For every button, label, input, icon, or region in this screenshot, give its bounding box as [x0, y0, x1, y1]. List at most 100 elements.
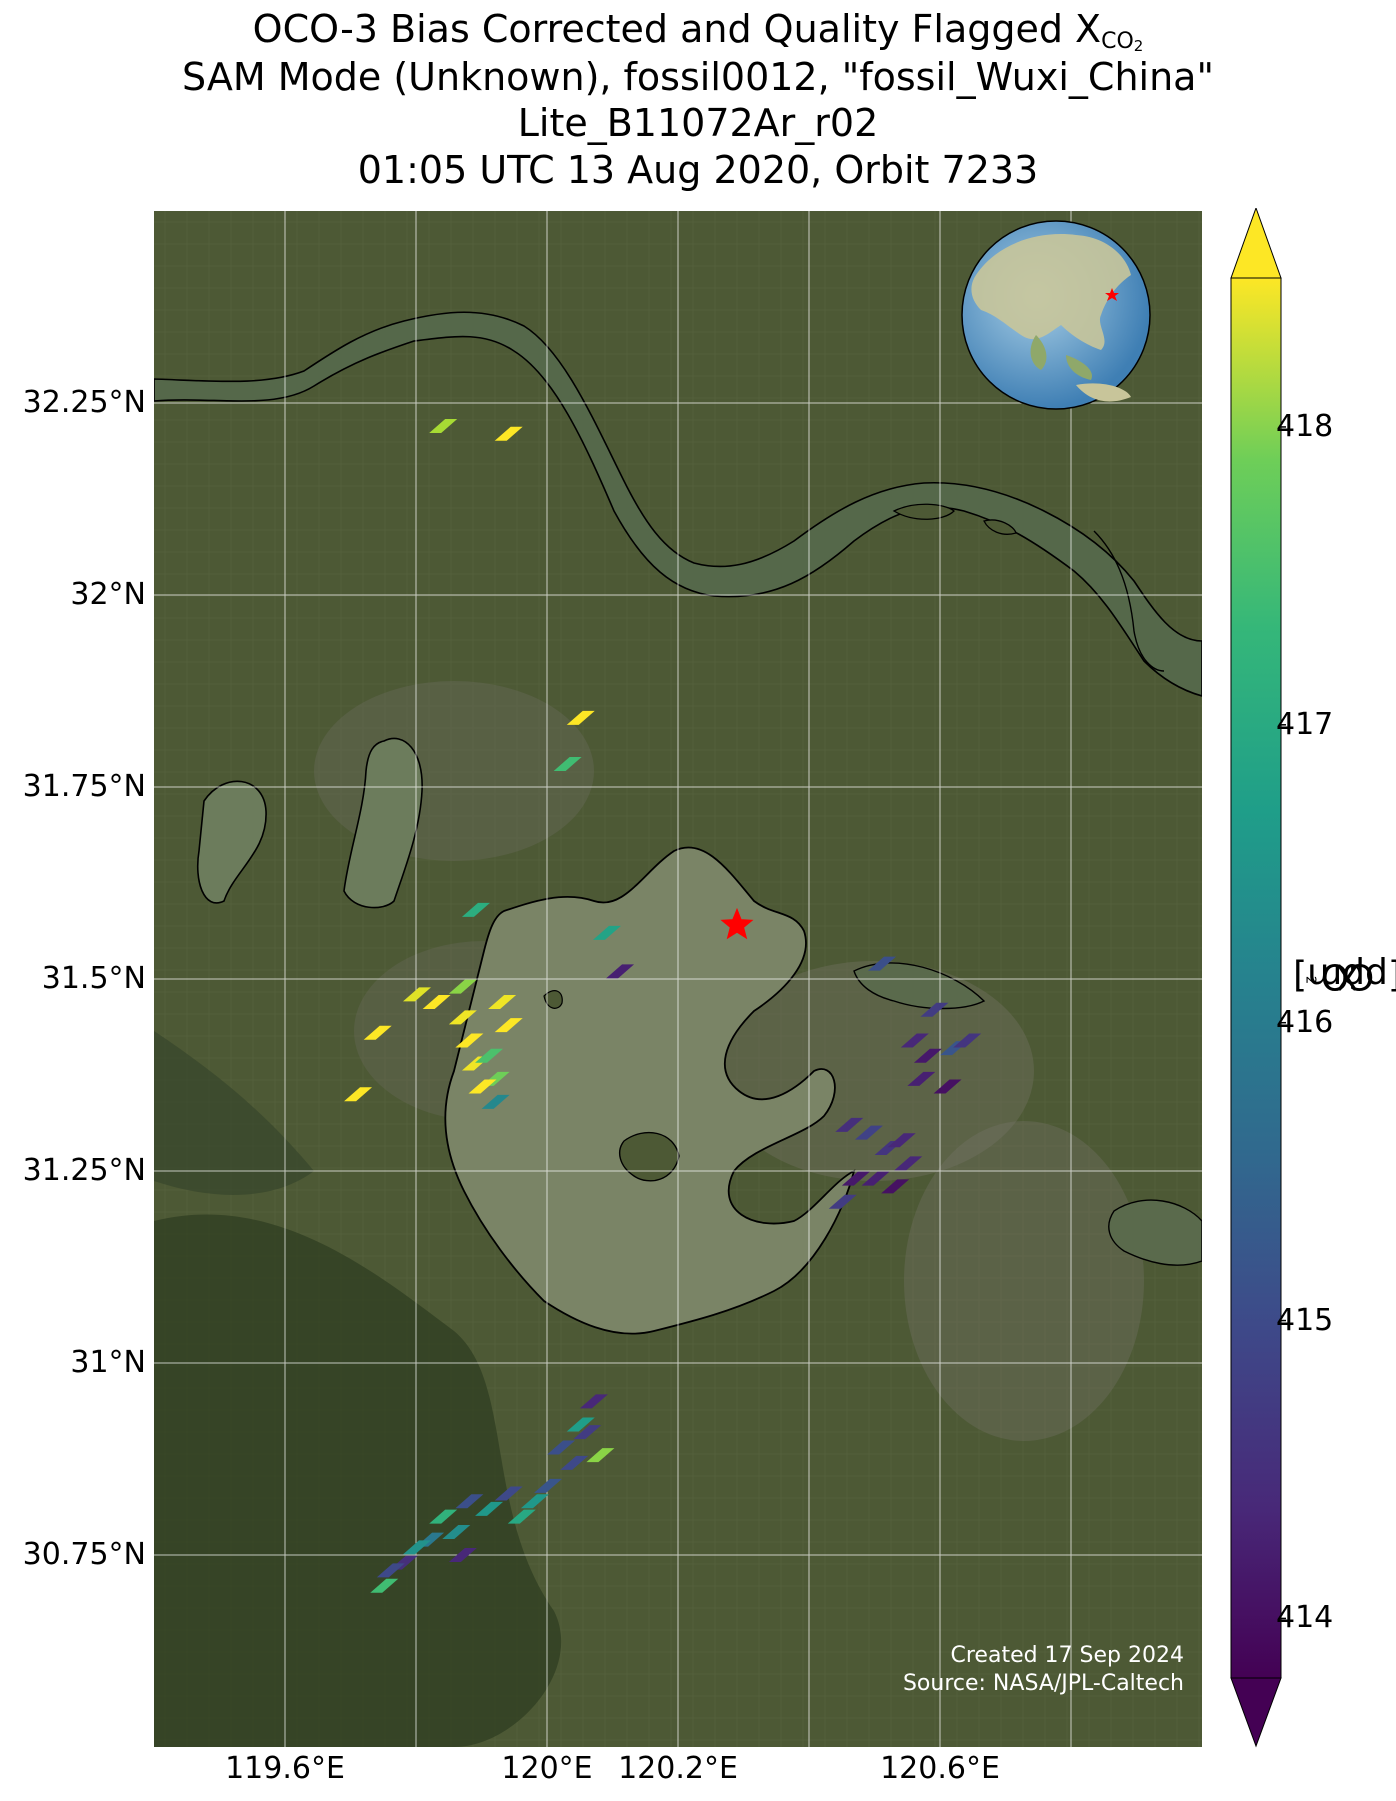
map-canvas[interactable] [154, 211, 1202, 1747]
sounding-footprint[interactable] [560, 1455, 589, 1470]
lat-tick-label: 31.5°N [41, 961, 146, 996]
sounding-footprint[interactable] [534, 1478, 562, 1493]
globe-land [971, 234, 1131, 350]
sounding-footprint[interactable] [553, 756, 582, 771]
lake-island [618, 1131, 680, 1182]
sounding-footprint[interactable] [868, 956, 897, 971]
title-subscript: CO2 [1101, 29, 1144, 55]
globe-land [1030, 335, 1047, 370]
sounding-footprint[interactable] [573, 1425, 602, 1440]
sounding-footprint[interactable] [920, 1002, 949, 1017]
lat-tick-label: 31°N [70, 1345, 146, 1380]
lon-tick-label: 119.6°E [225, 1751, 345, 1786]
map-panel[interactable] [154, 211, 1202, 1747]
lat-tick-label: 31.75°N [22, 769, 146, 804]
sounding-footprint[interactable] [488, 995, 517, 1010]
sounding-footprint[interactable] [894, 1156, 923, 1171]
east-lake [1108, 1199, 1202, 1266]
sounding-footprint[interactable] [448, 1548, 477, 1562]
sounding-footprint[interactable] [913, 1048, 942, 1063]
chart-title-line3: Lite_B11072Ar_r02 [517, 101, 879, 145]
sounding-footprint[interactable] [520, 1494, 549, 1509]
target-star-marker[interactable] [720, 907, 754, 940]
colorbar-extend-max [1230, 208, 1282, 279]
sounding-footprint[interactable] [606, 964, 635, 979]
lat-tick-label: 30.75°N [22, 1537, 146, 1572]
hills-area [154, 1031, 314, 1195]
created-credit: Created 17 Sep 2024 [950, 1643, 1185, 1668]
lon-tick-label: 120°E [501, 1751, 593, 1786]
chart-title-line1: OCO-3 Bias Corrected and Quality Flagged… [0, 6, 1396, 69]
sounding-footprint[interactable] [887, 1133, 916, 1148]
globe-location-star [1105, 288, 1119, 301]
sounding-footprint[interactable] [376, 1563, 405, 1578]
sounding-footprint[interactable] [429, 1509, 458, 1524]
sounding-footprint[interactable] [547, 1440, 576, 1455]
sounding-footprint[interactable] [592, 925, 621, 940]
sounding-footprint[interactable] [881, 1179, 910, 1194]
sounding-footprint[interactable] [475, 1048, 504, 1063]
sounding-footprint[interactable] [475, 1501, 504, 1516]
yangtze-river [154, 311, 1202, 697]
source-credit: Source: NASA/JPL-Caltech [902, 1671, 1184, 1696]
sounding-footprint[interactable] [828, 1194, 857, 1209]
sounding-footprint[interactable] [566, 1417, 595, 1432]
sounding-footprint[interactable] [429, 419, 458, 434]
sounding-footprint[interactable] [507, 1509, 536, 1524]
east-lake [853, 962, 986, 1010]
sounding-footprint[interactable] [586, 1448, 615, 1463]
lat-tick-label: 31.25°N [22, 1153, 146, 1188]
colorbar-tick-label: 415 [1276, 1302, 1334, 1338]
lon-tick-label: 120.6°E [880, 1751, 1000, 1786]
sounding-footprint[interactable] [907, 1071, 936, 1086]
sounding-footprint[interactable] [461, 902, 490, 917]
lat-tick-label: 32.25°N [22, 385, 146, 420]
colorbar-ticks [1281, 426, 1286, 1620]
sounding-footprint[interactable] [455, 1033, 484, 1048]
colorbar-gradient [1230, 277, 1282, 1679]
colorbar [1230, 208, 1286, 1748]
sounding-footprint[interactable] [861, 1171, 890, 1186]
colorbar-tick-label: 416 [1276, 1004, 1334, 1040]
river-channel [1093, 530, 1165, 672]
sounding-footprint[interactable] [370, 1578, 399, 1593]
sounding-footprint[interactable] [363, 1025, 392, 1040]
sounding-footprint[interactable] [953, 1033, 982, 1048]
urban-area [904, 1121, 1144, 1441]
sounding-footprint[interactable] [494, 426, 523, 441]
small-lake [196, 780, 267, 904]
sounding-footprint[interactable] [403, 1540, 431, 1555]
sounding-footprint[interactable] [455, 1494, 484, 1509]
sounding-footprint[interactable] [403, 987, 431, 1002]
sounding-footprint[interactable] [344, 1087, 373, 1102]
colorbar-tick-label: 417 [1276, 706, 1334, 742]
sounding-footprint[interactable] [468, 1079, 497, 1094]
sounding-footprint[interactable] [448, 1010, 477, 1025]
sounding-footprint[interactable] [422, 995, 451, 1010]
title-prefix: OCO-3 Bias Corrected and Quality Flagged… [252, 7, 1102, 51]
sounding-footprint[interactable] [579, 1394, 608, 1409]
colorbar-tick-label: 414 [1276, 1600, 1334, 1636]
sounding-layer[interactable] [344, 419, 982, 1593]
colorbar-tick-label: 418 [1276, 408, 1334, 444]
chart-title-line4: 01:05 UTC 13 Aug 2020, Orbit 7233 [357, 148, 1039, 192]
sounding-footprint[interactable] [566, 710, 595, 725]
globe-land [1066, 355, 1092, 380]
sounding-footprint[interactable] [494, 1018, 523, 1033]
sounding-footprint[interactable] [442, 1524, 471, 1539]
colorbar-extend-min [1230, 1677, 1282, 1748]
river-island [983, 519, 1017, 535]
globe-inset [961, 220, 1151, 410]
sounding-footprint[interactable] [481, 1094, 510, 1109]
sounding-footprint[interactable] [494, 1486, 523, 1501]
lat-tick-label: 32°N [70, 577, 146, 612]
sounding-footprint[interactable] [933, 1079, 962, 1094]
hills-area [154, 1214, 562, 1747]
sounding-footprint[interactable] [900, 1033, 929, 1048]
sounding-footprint[interactable] [448, 979, 477, 994]
gehu-lake [343, 737, 423, 909]
sounding-footprint[interactable] [854, 1125, 883, 1140]
lake-island [543, 990, 563, 1009]
sounding-footprint[interactable] [835, 1117, 864, 1132]
sounding-footprint[interactable] [841, 1171, 870, 1186]
